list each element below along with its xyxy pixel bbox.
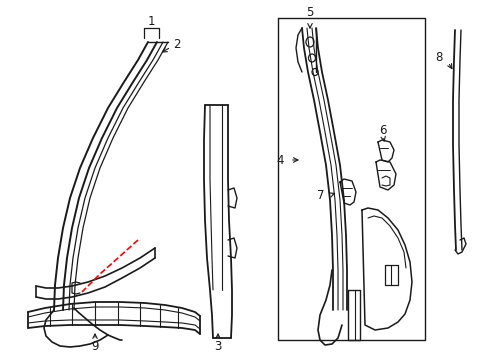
Text: 3: 3 <box>214 341 221 354</box>
Text: 8: 8 <box>435 50 442 63</box>
Text: 1: 1 <box>147 14 155 27</box>
Text: 2: 2 <box>173 37 181 50</box>
Text: 9: 9 <box>91 341 99 354</box>
Text: 5: 5 <box>305 5 313 18</box>
Text: 7: 7 <box>317 189 325 202</box>
Text: 4: 4 <box>276 153 284 166</box>
Text: 6: 6 <box>379 123 386 136</box>
